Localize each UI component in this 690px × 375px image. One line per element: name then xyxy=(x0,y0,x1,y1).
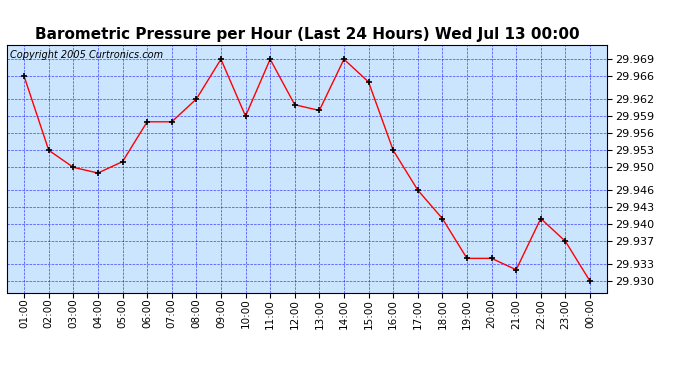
Text: Copyright 2005 Curtronics.com: Copyright 2005 Curtronics.com xyxy=(10,50,163,60)
Title: Barometric Pressure per Hour (Last 24 Hours) Wed Jul 13 00:00: Barometric Pressure per Hour (Last 24 Ho… xyxy=(34,27,580,42)
